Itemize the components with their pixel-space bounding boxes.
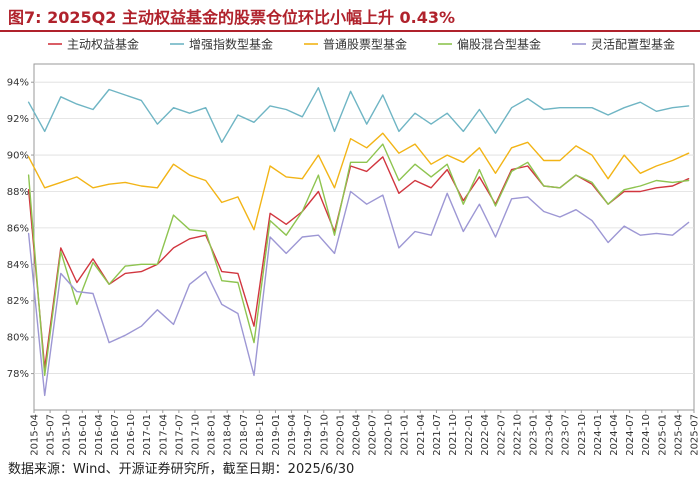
x-tick-label: 2017-07 [174, 414, 185, 456]
x-tick-label: 2018-01 [207, 414, 218, 456]
y-tick-label: 92% [7, 114, 29, 125]
y-tick-label: 94% [7, 78, 29, 89]
x-tick-label: 2025-07 [690, 414, 700, 456]
y-tick-label: 78% [7, 369, 29, 380]
source-note: 数据来源：Wind、开源证券研究所，截至日期：2025/6/30 [8, 462, 355, 477]
y-tick-label: 90% [7, 151, 29, 162]
x-tick-label: 2023-07 [561, 414, 572, 456]
x-axis: 2015-04 2015-07 2015-10 2016-01 2016-04 2016-… [30, 410, 700, 456]
x-tick-label: 2024-01 [593, 414, 604, 456]
series-line-4 [27, 143, 690, 377]
x-tick-label: 2017-01 [142, 414, 153, 456]
legend-label: 增强指数型基金 [189, 37, 273, 52]
y-tick-label: 86% [7, 223, 29, 234]
chart-title: 图7: 2025Q2 主动权益基金的股票仓位环比小幅上升 0.43% [8, 8, 456, 27]
x-tick-label: 2018-04 [223, 414, 234, 456]
x-tick-label: 2024-04 [609, 414, 620, 456]
y-axis: 78% 80% 82% 84% 86% 88% 90% 92% 94% [7, 63, 695, 411]
x-tick-label: 2019-07 [303, 414, 314, 456]
legend-label: 普通股票型基金 [323, 37, 407, 52]
x-tick-label: 2020-10 [384, 414, 395, 456]
legend-label: 灵活配置型基金 [591, 37, 675, 52]
x-tick-label: 2025-04 [673, 414, 684, 456]
x-tick-label: 2016-10 [126, 414, 137, 456]
x-tick-label: 2015-04 [30, 414, 41, 456]
x-tick-label: 2017-04 [158, 414, 169, 456]
x-tick-label: 2017-10 [190, 414, 201, 456]
series-line-3 [27, 132, 690, 231]
series-line-2 [27, 87, 690, 144]
series-lines [27, 87, 690, 397]
x-tick-label: 2019-01 [271, 414, 282, 456]
x-tick-label: 2025-01 [657, 414, 668, 456]
x-tick-label: 2023-10 [577, 414, 588, 456]
x-tick-label: 2016-04 [94, 414, 105, 456]
x-tick-label: 2018-10 [255, 414, 266, 456]
title-bar: 图7: 2025Q2 主动权益基金的股票仓位环比小幅上升 0.43% [0, 0, 700, 32]
x-tick-label: 2019-04 [287, 414, 298, 456]
x-tick-label: 2023-01 [529, 414, 540, 456]
x-tick-label: 2016-01 [78, 414, 89, 456]
x-tick-label: 2020-01 [335, 414, 346, 456]
x-tick-label: 2021-07 [432, 414, 443, 456]
x-tick-label: 2015-10 [62, 414, 73, 456]
legend: 主动权益基金 增强指数型基金 普通股票型基金 偏股混合型基金 灵活配置型基金 [48, 37, 675, 52]
x-tick-label: 2016-07 [110, 414, 121, 456]
legend-label: 主动权益基金 [67, 37, 139, 52]
x-tick-label: 2024-07 [625, 414, 636, 456]
x-tick-label: 2022-10 [512, 414, 523, 456]
x-tick-label: 2021-04 [416, 414, 427, 456]
x-tick-label: 2022-04 [480, 414, 491, 456]
plot-frame [33, 63, 695, 411]
x-tick-label: 2019-10 [319, 414, 330, 456]
x-tick-label: 2015-07 [46, 414, 57, 456]
x-tick-label: 2023-04 [545, 414, 556, 456]
series-line-5 [27, 190, 690, 397]
y-tick-label: 80% [7, 333, 29, 344]
y-tick-label: 84% [7, 260, 29, 271]
x-tick-label: 2018-07 [239, 414, 250, 456]
y-tick-label: 88% [7, 187, 29, 198]
x-tick-label: 2021-10 [448, 414, 459, 456]
series-line-1 [27, 156, 690, 369]
x-tick-label: 2024-10 [641, 414, 652, 456]
legend-label: 偏股混合型基金 [457, 37, 541, 52]
x-tick-label: 2022-07 [496, 414, 507, 456]
x-tick-label: 2020-04 [351, 414, 362, 456]
x-tick-label: 2021-01 [400, 414, 411, 456]
line-chart: 主动权益基金 增强指数型基金 普通股票型基金 偏股混合型基金 灵活配置型基金 78% 80… [7, 37, 700, 456]
x-tick-label: 2020-07 [368, 414, 379, 456]
y-tick-label: 82% [7, 296, 29, 307]
x-tick-label: 2022-01 [464, 414, 475, 456]
